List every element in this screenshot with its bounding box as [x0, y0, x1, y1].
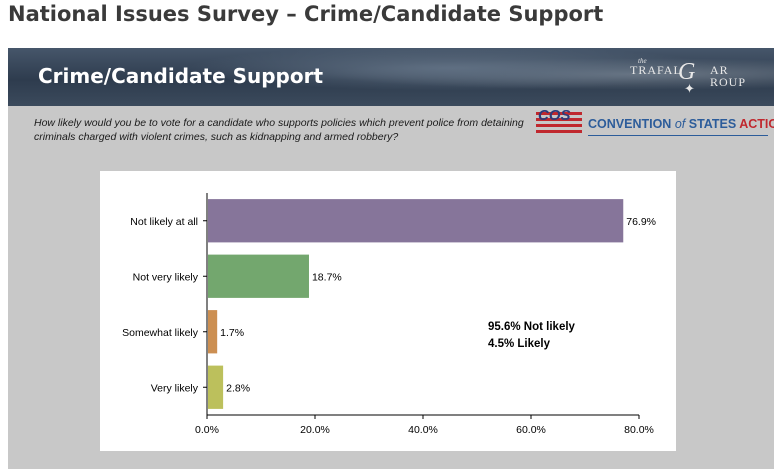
x-tick-label-0: 0.0%: [195, 424, 219, 436]
x-tick-label-4: 80.0%: [624, 424, 654, 436]
x-tick-label-3: 60.0%: [516, 424, 546, 436]
slide-banner: Crime/Candidate Support the TRAFAL G AR …: [8, 48, 774, 106]
page-title: National Issues Survey – Crime/Candidate…: [8, 2, 604, 26]
annotation-not-likely: 95.6% Not likely: [488, 321, 576, 333]
logo-ar: AR: [710, 63, 729, 77]
category-label-0: Not likely at all: [130, 216, 198, 228]
bar-2: [208, 310, 218, 354]
compass-star-icon: ✦: [684, 81, 695, 96]
x-ticks-layer: 0.0% 20.0% 40.0% 60.0% 80.0%: [195, 415, 654, 436]
logo-the: the: [638, 57, 647, 65]
bar-3: [208, 365, 224, 409]
cos-of: of: [674, 117, 686, 131]
bar-value-label-2: 1.7%: [220, 327, 244, 339]
bar-value-label-1: 18.7%: [312, 271, 342, 283]
chart-panel: 0.0% 20.0% 40.0% 60.0% 80.0% Not likely at a…: [100, 171, 676, 451]
annotation-likely: 4.5% Likely: [488, 338, 551, 350]
category-label-1: Not very likely: [133, 271, 199, 283]
cos-convention: CONVENTION: [588, 117, 672, 131]
cos-letters: COS: [538, 107, 571, 124]
x-tick-label-2: 40.0%: [408, 424, 438, 436]
bar-0: [208, 199, 624, 243]
survey-question: How likely would you be to vote for a ca…: [34, 117, 524, 143]
cos-states: STATES: [688, 117, 737, 131]
bars-layer: [208, 199, 624, 409]
x-tick-label-1: 20.0%: [300, 424, 330, 436]
flag-stripes-icon: [536, 112, 582, 133]
bar-1: [208, 254, 309, 298]
bar-chart: 0.0% 20.0% 40.0% 60.0% 80.0% Not likely at a…: [122, 193, 656, 436]
cos-action: ACTION: [739, 117, 774, 131]
logo-g: G: [678, 59, 696, 85]
category-label-2: Somewhat likely: [122, 327, 199, 339]
category-labels-layer: Not likely at all Not very likely Somewhat…: [122, 216, 207, 394]
bar-value-label-3: 2.8%: [226, 382, 250, 394]
logo-roup: ROUP: [710, 75, 747, 89]
convention-of-states-logo: COS CONVENTION of STATES ACTION: [536, 107, 774, 138]
trafalgar-group-logo: the TRAFAL G AR ROUP ✦: [628, 57, 754, 96]
logo-trafal: TRAFAL: [630, 63, 682, 77]
category-label-3: Very likely: [151, 382, 199, 394]
bar-value-label-0: 76.9%: [626, 216, 656, 228]
survey-slide: Crime/Candidate Support the TRAFAL G AR …: [8, 48, 774, 469]
cos-wordmark: CONVENTION of STATES ACTION: [588, 117, 774, 131]
cos-underline: [588, 135, 768, 136]
slide-title: Crime/Candidate Support: [38, 64, 324, 88]
